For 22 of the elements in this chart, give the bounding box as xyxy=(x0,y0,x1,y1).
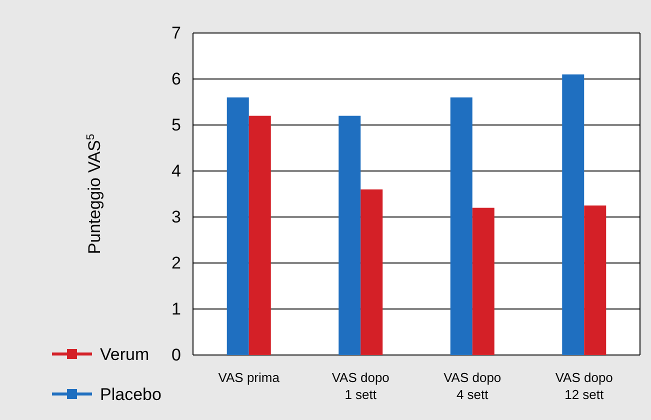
y-tick-label: 7 xyxy=(172,23,181,42)
bar xyxy=(226,97,249,355)
bar xyxy=(360,189,383,355)
y-tick-label: 0 xyxy=(172,345,181,364)
legend-label: Verum xyxy=(100,345,150,364)
y-tick-label: 1 xyxy=(172,299,181,318)
y-tick-label: 3 xyxy=(172,207,181,226)
x-tick-label: VAS dopo 1 sett xyxy=(332,370,390,402)
bar xyxy=(584,206,606,355)
bar xyxy=(562,74,584,355)
bar xyxy=(450,97,472,355)
y-tick-label: 5 xyxy=(172,115,181,134)
bar xyxy=(338,116,361,355)
y-tick-label: 4 xyxy=(172,161,181,180)
y-tick-label: 2 xyxy=(172,253,181,272)
y-tick-label: 6 xyxy=(172,69,181,88)
x-tick-label: VAS dopo 4 sett xyxy=(444,370,502,402)
bar xyxy=(472,208,494,355)
x-tick-label: VAS dopo 12 sett xyxy=(555,370,613,402)
legend-label: Placebo xyxy=(100,385,162,404)
x-tick-label: VAS prima xyxy=(218,370,280,385)
bar xyxy=(248,116,271,355)
